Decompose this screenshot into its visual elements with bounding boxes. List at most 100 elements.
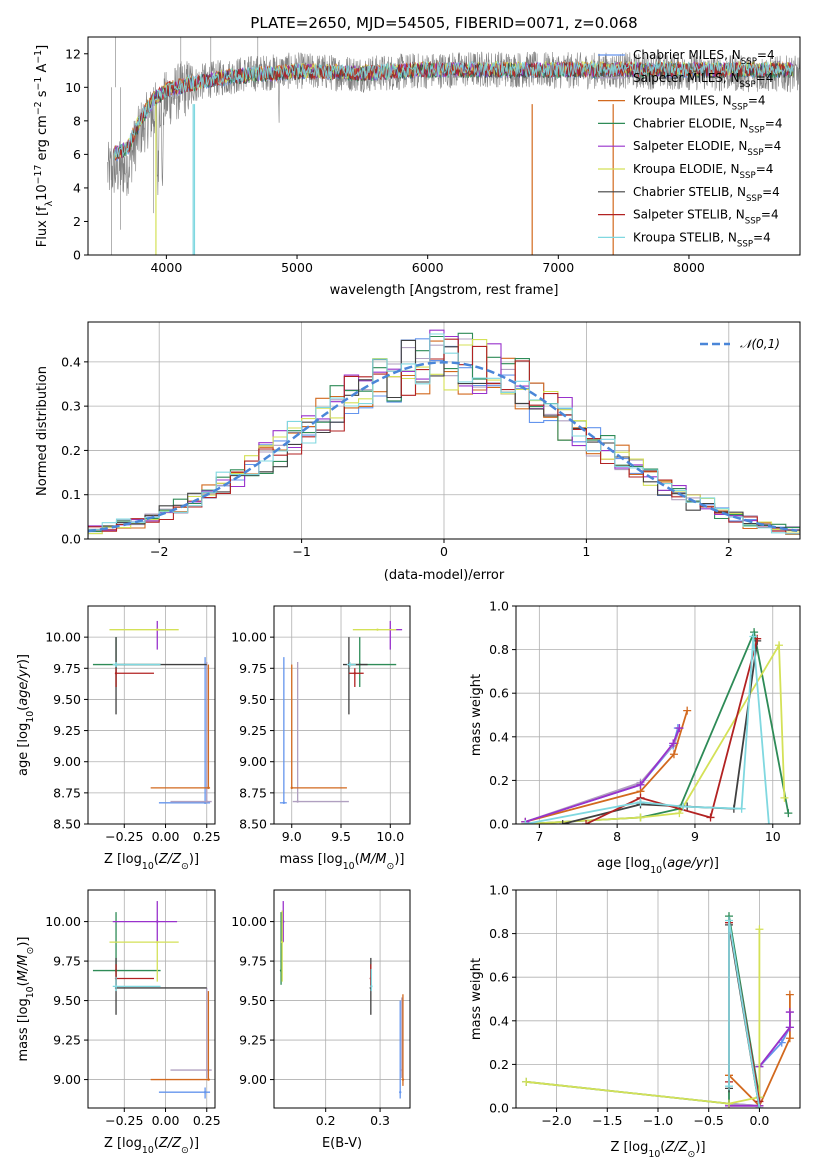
weight-line-kroupa-elodie bbox=[526, 929, 761, 1105]
weight-marker-chabrier-elodie bbox=[750, 628, 759, 637]
weight-marker-chabrier-elodie bbox=[784, 809, 793, 818]
y-tick-label: 0.8 bbox=[489, 642, 509, 657]
point-kroupa-elodie bbox=[156, 940, 159, 944]
y-tick-label: 0.0 bbox=[489, 817, 509, 832]
point-kroupa-stelib bbox=[114, 663, 118, 666]
weight-line-kroupa-miles bbox=[525, 710, 689, 823]
spectrum-plot-area bbox=[107, 37, 800, 255]
weight-age-plot-area bbox=[521, 628, 793, 824]
y-tick-label: 9.50 bbox=[53, 993, 81, 1008]
weight-marker-salpeter-stelib bbox=[582, 820, 591, 824]
age-mass-panel: 9.0 9.5 10.0 8.50 8.75 9.00 9.25 9.50 9.75 10.00 m… bbox=[231, 605, 411, 872]
y-tick-label: 12 bbox=[65, 46, 81, 61]
y-tick-label: 9.50 bbox=[53, 692, 81, 707]
legend-entry-6: Chabrier STELIB, NSSP=4 bbox=[633, 185, 780, 204]
legend-entry-3: Chabrier ELODIE, NSSP=4 bbox=[633, 116, 782, 135]
x-tick-label: 0.25 bbox=[193, 1113, 221, 1128]
y-tick-label: 9.25 bbox=[53, 1033, 81, 1048]
point-salpeter-stelib bbox=[114, 672, 118, 675]
point-salpeter-stelib bbox=[353, 672, 357, 675]
y-tick-label: 9.00 bbox=[53, 1072, 81, 1087]
point-chabrier-miles bbox=[399, 1091, 402, 1094]
weight-age-y-axis-label: mass weight bbox=[469, 674, 484, 756]
y-tick-label: 9.25 bbox=[239, 723, 267, 738]
spectrum-title: PLATE=2650, MJD=54505, FIBERID=0071, z=0… bbox=[250, 14, 637, 32]
x-tick-label: 0.00 bbox=[152, 1113, 180, 1128]
mass-ebv-x-axis-label: E(B-V) bbox=[322, 1136, 362, 1151]
age-Z-plot-area bbox=[92, 620, 212, 805]
y-tick-label: 0 bbox=[73, 248, 81, 263]
y-tick-label: 0.1 bbox=[61, 487, 81, 502]
y-tick-label: 9.00 bbox=[239, 754, 267, 769]
weight-marker-salpeter-elodie bbox=[785, 1008, 794, 1017]
weight-marker-salpeter-elodie bbox=[675, 724, 684, 733]
y-tick-label: 4 bbox=[73, 180, 81, 195]
weight-line-kroupa-stelib bbox=[525, 636, 770, 824]
point-kroupa-miles bbox=[401, 1078, 405, 1081]
y-tick-label: 9.25 bbox=[239, 1033, 267, 1048]
residual-histogram-kroupa-stelib bbox=[88, 333, 800, 537]
weight-marker-kroupa-stelib bbox=[725, 1082, 733, 1091]
age-mass-plot-area bbox=[279, 620, 403, 805]
weight-marker-kroupa-elodie bbox=[522, 1077, 531, 1086]
mass-Z-x-axis-label: Z [log10(Z/Z⊙)] bbox=[104, 1136, 199, 1156]
legend-entry-1: Salpeter MILES, NSSP=4 bbox=[633, 71, 773, 90]
legend-entry-2: Kroupa MILES, NSSP=4 bbox=[633, 94, 766, 113]
weight-Z-plot-area bbox=[522, 912, 794, 1108]
y-tick-label: 0.6 bbox=[489, 970, 509, 985]
weight-Z-x-axis-label: Z [log10(Z/Z⊙)] bbox=[610, 1140, 705, 1160]
x-tick-label: 9 bbox=[691, 829, 699, 844]
weight-marker-kroupa-elodie bbox=[780, 793, 789, 802]
x-tick-label: 0.00 bbox=[152, 829, 180, 844]
weight-age-x-axis-label: age [log10(age/yr)] bbox=[597, 856, 719, 876]
weight-marker-kroupa-stelib bbox=[764, 820, 773, 824]
y-tick-label: 9.25 bbox=[53, 723, 81, 738]
weight-marker-kroupa-miles bbox=[683, 706, 692, 715]
y-tick-label: 9.75 bbox=[53, 954, 81, 969]
weight-marker-kroupa-stelib bbox=[679, 802, 688, 811]
spectrum-panel: 4000 5000 6000 7000 8000 0 2 4 6 8 10 12 Chabrier MI… bbox=[33, 14, 801, 298]
point-kroupa-stelib bbox=[114, 985, 118, 988]
x-tick-label: 7 bbox=[535, 829, 543, 844]
point-kroupa-miles bbox=[207, 786, 210, 790]
weight-marker-kroupa-stelib bbox=[725, 916, 733, 925]
y-tick-label: 9.00 bbox=[239, 1072, 267, 1087]
y-tick-label: 9.50 bbox=[239, 993, 267, 1008]
weight-marker-kroupa-elodie bbox=[636, 813, 645, 822]
y-tick-label: 9.75 bbox=[53, 661, 81, 676]
spectrum-x-axis-label: wavelength [Angstrom, rest frame] bbox=[330, 283, 559, 298]
y-tick-label: 10.00 bbox=[231, 914, 267, 929]
weight-line-salpeter-elodie bbox=[525, 727, 681, 823]
y-tick-label: 0.2 bbox=[489, 773, 509, 788]
point-chabrier-miles bbox=[282, 801, 286, 805]
age-Z-panel: −0.25 0.00 0.25 8.50 8.75 9.00 9.25 9.50 9.75 10.… bbox=[16, 605, 221, 872]
x-tick-label: 9.0 bbox=[282, 829, 302, 844]
legend-entry-5: Kroupa ELODIE, NSSP=4 bbox=[633, 162, 773, 181]
weight-marker-kroupa-stelib bbox=[737, 804, 746, 813]
point-salpeter-miles bbox=[205, 1068, 208, 1072]
spectrum-y-axis-label: Flux [fλ10−17 erg cm−2 s−1 A−1] bbox=[33, 45, 55, 247]
axes-frame bbox=[515, 605, 801, 825]
mass-Z-plot-area bbox=[92, 901, 212, 1099]
weight-marker-kroupa-miles bbox=[785, 1034, 794, 1043]
weight-marker-kroupa-miles bbox=[669, 750, 678, 759]
y-tick-label: 9.50 bbox=[239, 692, 267, 707]
weight-marker-kroupa-stelib bbox=[636, 798, 645, 807]
weight-marker-salpeter-elodie bbox=[785, 1023, 794, 1032]
weight-marker-kroupa-elodie bbox=[774, 641, 783, 650]
residuals-plot-area bbox=[88, 329, 800, 538]
y-tick-label: 1.0 bbox=[489, 883, 509, 898]
x-tick-label: 0.2 bbox=[316, 1113, 336, 1128]
weight-line-salpeter-stelib bbox=[585, 638, 759, 824]
point-kroupa-miles bbox=[207, 1078, 210, 1081]
y-tick-label: 0.0 bbox=[489, 1101, 509, 1116]
x-tick-label: −1.0 bbox=[643, 1113, 673, 1128]
legend-gauss-label: 𝒩(0,1) bbox=[740, 337, 780, 351]
axes-frame bbox=[87, 605, 216, 825]
x-tick-label: 10 bbox=[765, 829, 781, 844]
x-tick-label: 0.25 bbox=[193, 829, 221, 844]
y-tick-label: 1.0 bbox=[489, 599, 509, 614]
axes-frame bbox=[273, 605, 411, 825]
point-salpeter-miles bbox=[205, 800, 208, 803]
